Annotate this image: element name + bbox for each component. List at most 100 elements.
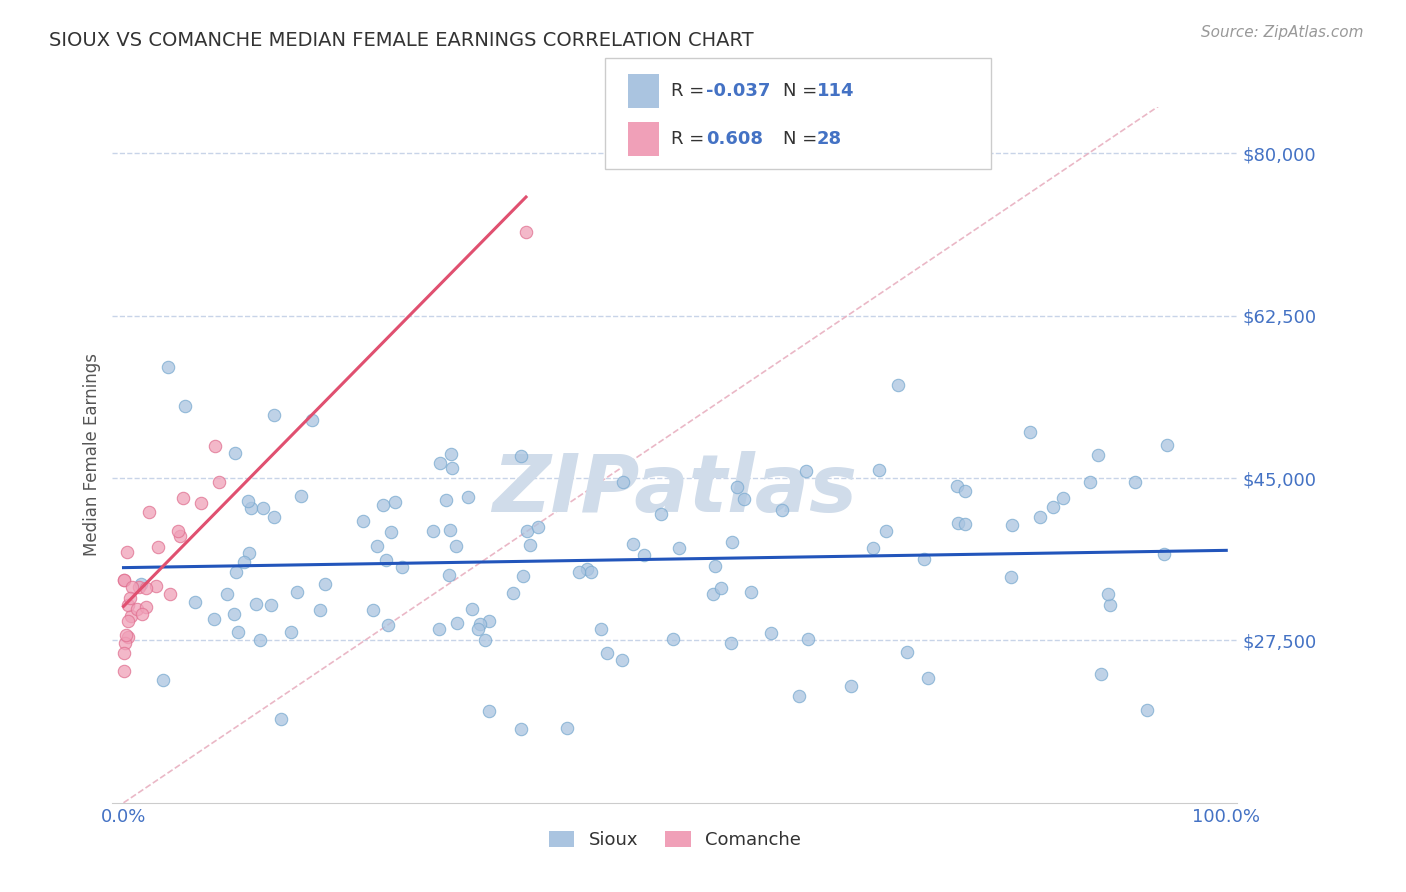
Sioux	[787, 689, 810, 703]
Comanche	[117, 614, 139, 628]
Sioux	[156, 359, 179, 374]
Sioux	[650, 508, 672, 522]
Comanche	[208, 475, 231, 490]
Text: 28: 28	[817, 130, 842, 148]
Comanche	[117, 630, 139, 644]
Comanche	[167, 524, 190, 538]
Comanche	[131, 607, 153, 621]
Sioux	[440, 461, 463, 475]
Sioux	[477, 614, 499, 628]
Sioux	[224, 607, 246, 622]
Sioux	[516, 524, 538, 538]
Sioux	[1097, 587, 1119, 601]
Sioux	[217, 586, 239, 600]
Sioux	[759, 625, 782, 640]
Sioux	[502, 586, 524, 600]
Sioux	[946, 516, 969, 530]
Comanche	[112, 573, 135, 587]
Y-axis label: Median Female Earnings: Median Female Earnings	[83, 353, 101, 557]
Comanche	[114, 636, 136, 650]
Text: -0.037: -0.037	[706, 82, 770, 100]
Sioux	[668, 541, 690, 555]
Sioux	[794, 464, 817, 478]
Comanche	[120, 591, 142, 605]
Sioux	[770, 503, 793, 517]
Sioux	[437, 567, 460, 582]
Sioux	[239, 501, 262, 516]
Sioux	[633, 549, 655, 563]
Comanche	[169, 529, 191, 543]
Sioux	[290, 490, 312, 504]
Comanche	[159, 587, 181, 601]
Sioux	[429, 456, 451, 470]
Comanche	[112, 646, 135, 660]
Sioux	[1090, 667, 1112, 681]
Sioux	[720, 534, 742, 549]
Comanche	[135, 600, 157, 615]
Comanche	[135, 581, 157, 595]
Sioux	[444, 539, 467, 553]
Comanche	[120, 608, 142, 623]
Sioux	[596, 646, 619, 660]
Comanche	[204, 439, 226, 453]
Sioux	[1087, 448, 1109, 462]
Sioux	[184, 595, 207, 609]
Sioux	[309, 603, 332, 617]
Text: R =: R =	[671, 130, 710, 148]
Sioux	[263, 510, 285, 524]
Sioux	[446, 615, 468, 630]
Sioux	[1123, 475, 1146, 490]
Sioux	[285, 585, 308, 599]
Sioux	[720, 636, 742, 650]
Sioux	[1153, 548, 1175, 562]
Sioux	[702, 587, 724, 601]
Sioux	[363, 603, 385, 617]
Sioux	[439, 523, 461, 537]
Sioux	[734, 491, 756, 506]
Sioux	[380, 524, 402, 539]
Sioux	[457, 490, 479, 504]
Sioux	[280, 625, 302, 640]
Sioux	[467, 622, 489, 636]
Comanche	[117, 598, 139, 612]
Sioux	[796, 632, 818, 646]
Sioux	[152, 673, 174, 687]
Sioux	[576, 561, 599, 575]
Sioux	[233, 555, 256, 569]
Sioux	[512, 569, 534, 583]
Sioux	[579, 565, 602, 579]
Sioux	[621, 537, 644, 551]
Sioux	[224, 446, 246, 460]
Sioux	[1052, 491, 1074, 505]
Sioux	[725, 480, 748, 494]
Sioux	[374, 553, 396, 567]
Comanche	[138, 505, 160, 519]
Comanche	[145, 579, 167, 593]
Sioux	[259, 598, 281, 612]
Sioux	[740, 584, 762, 599]
Sioux	[366, 539, 388, 553]
Sioux	[238, 546, 260, 560]
Text: 114: 114	[817, 82, 855, 100]
Sioux	[1156, 438, 1178, 452]
Sioux	[510, 450, 533, 464]
Sioux	[174, 399, 197, 413]
Comanche	[115, 545, 138, 559]
Text: N =: N =	[783, 130, 823, 148]
Sioux	[391, 560, 413, 574]
Comanche	[127, 601, 149, 615]
Sioux	[129, 576, 152, 591]
Sioux	[1019, 425, 1042, 439]
Comanche	[128, 580, 150, 594]
Sioux	[252, 501, 274, 516]
Sioux	[270, 712, 292, 726]
Sioux	[1000, 570, 1022, 584]
Sioux	[612, 475, 634, 489]
Sioux	[1001, 518, 1024, 533]
Sioux	[710, 581, 733, 595]
Sioux	[662, 632, 685, 646]
Sioux	[839, 680, 862, 694]
Sioux	[427, 622, 450, 636]
Sioux	[1080, 475, 1102, 489]
Sioux	[589, 622, 612, 636]
